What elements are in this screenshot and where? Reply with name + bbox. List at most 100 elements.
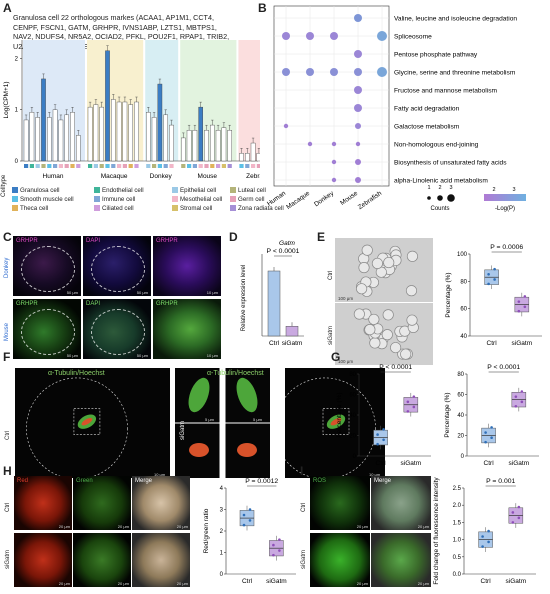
a-celltype-swatch <box>227 164 232 168</box>
f-inset-scalebar: 5 μm <box>253 417 263 422</box>
box-point <box>517 309 521 313</box>
micrograph-c: GRHPR 50 μm <box>13 299 81 359</box>
h-scalebar: 20 μm <box>176 524 188 529</box>
c-scalebar: 50 μm <box>136 290 148 295</box>
micrograph-h: 20 μm <box>14 533 72 587</box>
a-celltype-swatch <box>53 164 58 168</box>
a-bar <box>122 101 128 162</box>
panel-c-images: GRHPR 50 μm DAPI 50 μm GRHPR 10 μm Donkey GRHPR… <box>4 236 223 362</box>
legend-swatch <box>94 187 100 193</box>
panel-h-images: Red 20 μm Green 20 μm Merge 20 μm Ctrl 20 μm 20 … <box>5 476 204 591</box>
x-category-label: Ctrl <box>376 460 387 467</box>
box-point <box>406 410 410 413</box>
i-channel-label: ROS <box>313 478 327 484</box>
box-point <box>278 549 281 552</box>
legend-label: Immune cell <box>102 196 136 203</box>
y-axis-label: Relative expression level <box>241 265 247 331</box>
a-celltype-swatch <box>117 164 122 168</box>
d-bar <box>285 326 299 337</box>
a-celltype-swatch <box>245 164 250 168</box>
b-count-legend-dot <box>437 195 443 201</box>
h-scalebar: 20 μm <box>58 524 70 529</box>
a-bar <box>128 104 134 162</box>
a-bar <box>93 104 99 162</box>
b-pathway-label: Fatty acid degradation <box>394 105 460 112</box>
oocyte <box>406 314 418 326</box>
a-ytick-label: 1 <box>15 108 19 114</box>
a-celltype-swatch <box>146 164 151 168</box>
b-dot <box>331 141 337 147</box>
a-species-label: Donkey <box>150 173 173 180</box>
micrograph-c: DAPI 50 μm <box>83 299 151 359</box>
legend-label: Luteal cell <box>238 187 266 194</box>
legend-swatch <box>230 187 236 193</box>
p-value-annotation: P = 0.001 <box>486 478 515 485</box>
a-species-label: Zebrafish <box>246 173 260 180</box>
panel-i-images: ROS 20 μm Merge 20 μm Ctrl 20 μm 20 μm siGatm <box>301 476 434 591</box>
y-tick-label: 2.0 <box>453 503 462 509</box>
y-tick-label: 0 <box>353 454 357 460</box>
a-bar <box>192 130 198 162</box>
legend-label: Epithelial cell <box>180 187 217 194</box>
oocyte <box>400 348 412 360</box>
legend-item: Mesothelial cell <box>172 196 222 203</box>
b-pathway-label: Pentose phosphate pathway <box>394 51 478 58</box>
box-point <box>484 440 487 444</box>
panel-g-charts: 0 20 40 60 80 Ctrl siGatm P < 0.0001 Percentage … <box>336 364 539 467</box>
b-species-label: Zebrafish <box>357 190 384 211</box>
b-dot <box>355 159 361 165</box>
c-scalebar: 10 μm <box>206 290 218 295</box>
panel-f-label: F <box>3 350 11 364</box>
b-dot <box>355 177 361 183</box>
micrograph-h: Green 20 μm <box>73 476 131 530</box>
a-species-label: Mouse <box>198 173 218 180</box>
c-row-label: Mouse <box>4 322 10 341</box>
legend-label: Endothelial cell <box>102 187 144 194</box>
e-scalebar: 100 μm <box>338 296 353 301</box>
y-axis-label: Fold change of fluorescence intensity <box>433 477 440 585</box>
legend-item: Zona radiata cell <box>230 205 284 212</box>
oocyte <box>381 329 393 341</box>
legend-item: Granulosa cell <box>12 187 60 194</box>
micrograph-h: Merge 20 μm <box>132 476 190 530</box>
oocyte <box>383 256 395 269</box>
micrograph-c: GRHPR 50 μm <box>13 236 81 296</box>
legend-label: Stromal cell <box>180 205 213 212</box>
b-pathway-label: Biosynthesis of unsaturated fatty acids <box>394 159 507 166</box>
h-scalebar: 20 μm <box>117 524 129 529</box>
legend-swatch <box>12 205 18 211</box>
x-category-label: Ctrl <box>487 340 498 347</box>
f-scalebar: 10 μm <box>154 472 166 477</box>
legend-swatch <box>230 196 236 202</box>
box-point <box>487 272 490 276</box>
f-row-label-ctrl: Ctrl <box>5 430 11 440</box>
h-scalebar: 20 μm <box>176 581 188 586</box>
box-point <box>517 505 521 509</box>
b-pathway-label: alpha-Linolenic acid metabolism <box>394 177 488 184</box>
b-species-label: Mouse <box>339 190 359 207</box>
a-bar <box>151 117 157 162</box>
x-category-label: siGatm <box>282 340 303 347</box>
micrograph-c: GRHPR 10 μm <box>153 299 221 359</box>
h-channel-label: Merge <box>135 478 153 484</box>
a-bar <box>110 99 116 162</box>
b-dot <box>330 68 338 76</box>
a-bar <box>23 119 29 162</box>
a-bar <box>180 137 186 162</box>
f-chromosomes <box>330 418 342 426</box>
a-bar <box>52 109 58 162</box>
a-bar <box>87 106 93 162</box>
b-dot <box>306 68 314 76</box>
a-bar <box>244 153 250 162</box>
a-bar <box>70 112 75 162</box>
b-count-legend-dot <box>447 194 455 202</box>
c-stain-label: GRHPR <box>16 238 38 244</box>
c-stain-label: DAPI <box>86 238 101 244</box>
box-point <box>487 529 490 533</box>
box-point <box>520 400 524 404</box>
a-celltype-swatch <box>169 164 174 168</box>
f-inset-box <box>322 408 350 436</box>
a-celltype-swatch <box>210 164 215 168</box>
oocyte <box>353 308 365 320</box>
y-tick-label: 0 <box>220 572 224 578</box>
